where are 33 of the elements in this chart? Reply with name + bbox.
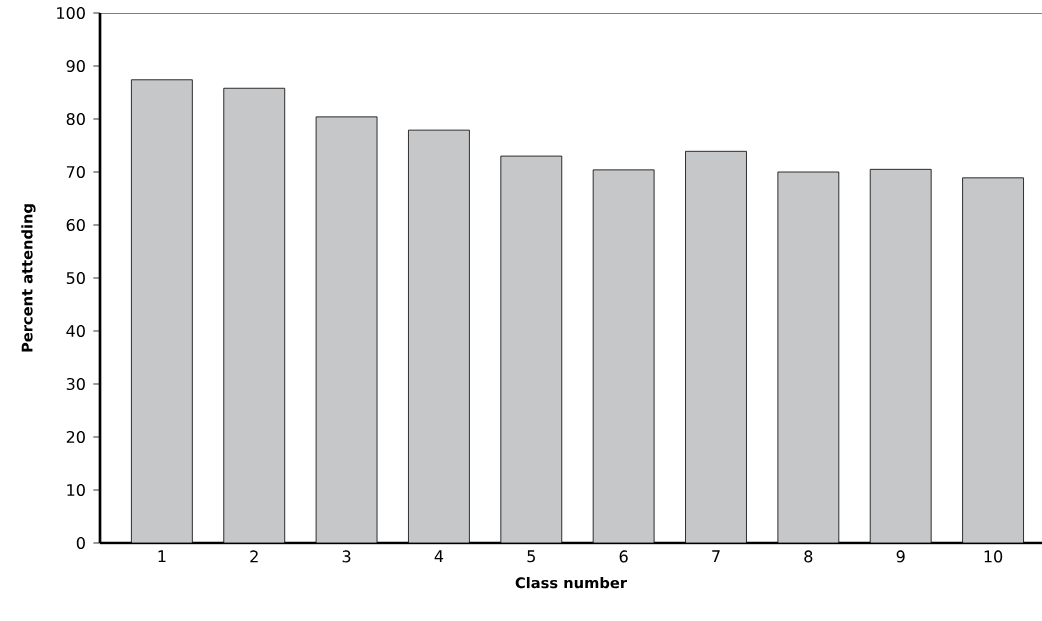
x-tick-label: 4 bbox=[434, 550, 444, 563]
y-tick-label: 80 bbox=[66, 112, 85, 126]
y-tick-label: 90 bbox=[66, 59, 85, 73]
x-tick-label: 10 bbox=[984, 550, 1003, 563]
x-tick-label: 9 bbox=[896, 550, 905, 563]
y-tick-label: 50 bbox=[66, 271, 85, 285]
x-tick-label: 3 bbox=[342, 550, 351, 563]
y-tick-label: 20 bbox=[66, 430, 85, 444]
bar bbox=[870, 169, 932, 543]
y-tick-label: 0 bbox=[76, 536, 85, 550]
y-tick-label: 40 bbox=[66, 324, 85, 338]
bar bbox=[962, 177, 1024, 543]
x-tick-label: 8 bbox=[804, 550, 813, 563]
x-tick-label: 2 bbox=[250, 550, 258, 563]
y-tick-label: 70 bbox=[66, 165, 85, 179]
x-tick-label: 6 bbox=[619, 550, 628, 563]
y-tick-label: 30 bbox=[66, 377, 85, 391]
x-axis-title: Class number bbox=[515, 576, 628, 589]
x-tick-label: 1 bbox=[158, 550, 166, 563]
bar bbox=[500, 156, 562, 543]
bar bbox=[223, 88, 285, 543]
y-tick-label: 100 bbox=[57, 6, 85, 20]
bar bbox=[777, 172, 839, 543]
y-tick-label: 10 bbox=[67, 483, 85, 497]
y-tick-label: 60 bbox=[66, 218, 85, 232]
bar bbox=[131, 79, 193, 543]
bar bbox=[593, 169, 655, 543]
x-tick-label: 5 bbox=[527, 550, 535, 563]
x-tick-label: 7 bbox=[712, 550, 720, 563]
bar bbox=[685, 151, 747, 543]
y-axis-title: Percent attending bbox=[21, 204, 36, 352]
bar bbox=[408, 130, 470, 543]
bar bbox=[316, 116, 378, 543]
